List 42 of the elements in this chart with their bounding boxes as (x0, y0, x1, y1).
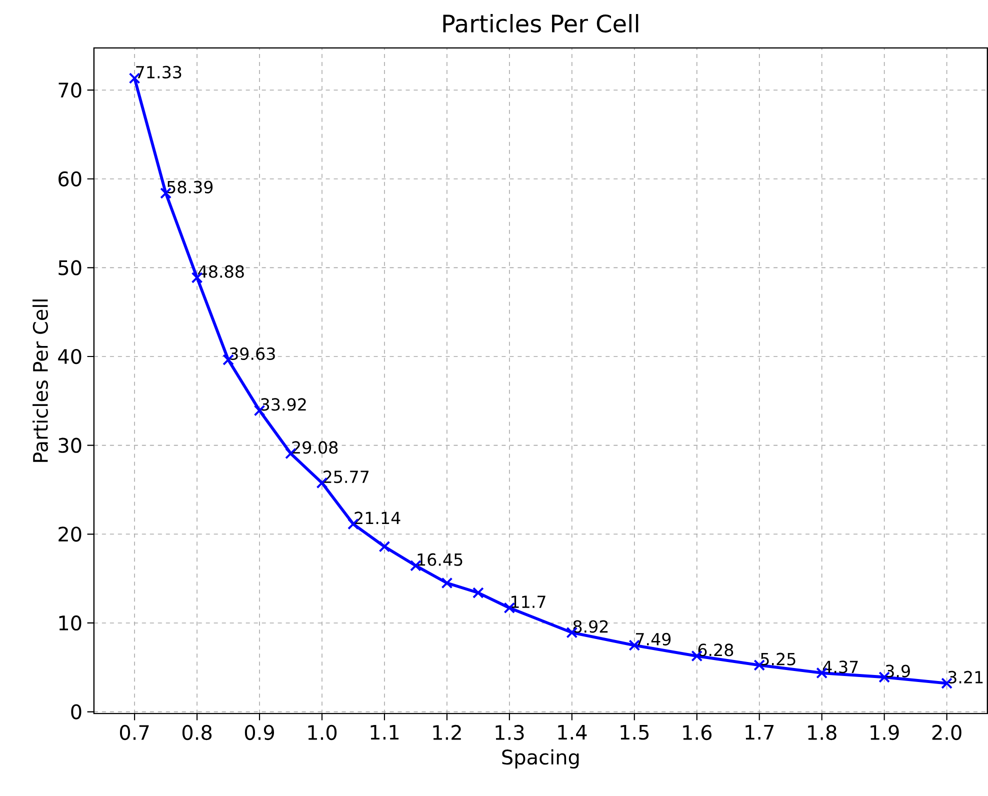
data-label: 6.28 (698, 644, 734, 656)
data-label: 25.77 (323, 470, 369, 484)
x-tick-label: 1.2 (433, 725, 461, 740)
data-label: 16.45 (418, 554, 462, 566)
x-axis-title: Spacing (502, 749, 579, 769)
data-label: 11.7 (512, 596, 546, 608)
x-tick-label: 1.6 (683, 725, 712, 740)
y-tick-label: 20 (58, 526, 82, 542)
y-tick-label: 10 (59, 616, 82, 631)
x-tick-label: 2.0 (932, 725, 962, 740)
data-label: 48.88 (198, 266, 244, 278)
data-label: 21.14 (354, 512, 400, 524)
data-label: 71.33 (136, 66, 182, 79)
y-axis-title: Particles Per Cell (32, 300, 48, 462)
data-label: 29.08 (292, 441, 338, 454)
x-tick-label: 1.3 (496, 725, 524, 740)
x-tick-label: 1.7 (746, 725, 774, 740)
y-tick-label: 30 (58, 438, 82, 454)
chart-title: Particles Per Cell (443, 14, 638, 33)
data-label: 58.39 (167, 181, 213, 194)
data-label: 8.92 (573, 620, 608, 634)
y-tick-label: 70 (58, 82, 82, 98)
y-tick-label: 60 (58, 172, 82, 187)
data-label: 39.63 (230, 348, 275, 360)
data-label: 3.21 (948, 671, 983, 684)
x-tick-label: 1.5 (620, 725, 649, 740)
data-label: 7.49 (636, 633, 671, 646)
y-tick-label: 40 (58, 349, 82, 364)
x-tick-label: 1.1 (370, 725, 399, 740)
y-tick-label: 50 (58, 260, 82, 276)
x-tick-label: 1.0 (308, 725, 337, 740)
x-tick-label: 1.9 (870, 725, 899, 740)
x-tick-label: 0.7 (120, 725, 149, 740)
data-label: 4.37 (822, 660, 858, 674)
data-label: 5.25 (760, 653, 796, 666)
x-tick-label: 1.8 (808, 725, 836, 740)
x-tick-label: 0.8 (182, 725, 212, 740)
data-label: 3.9 (886, 665, 910, 678)
x-tick-label: 0.9 (244, 725, 274, 740)
x-tick-label: 1.4 (558, 725, 587, 740)
data-label: 33.92 (261, 398, 306, 411)
y-tick-label: 0 (71, 704, 82, 720)
